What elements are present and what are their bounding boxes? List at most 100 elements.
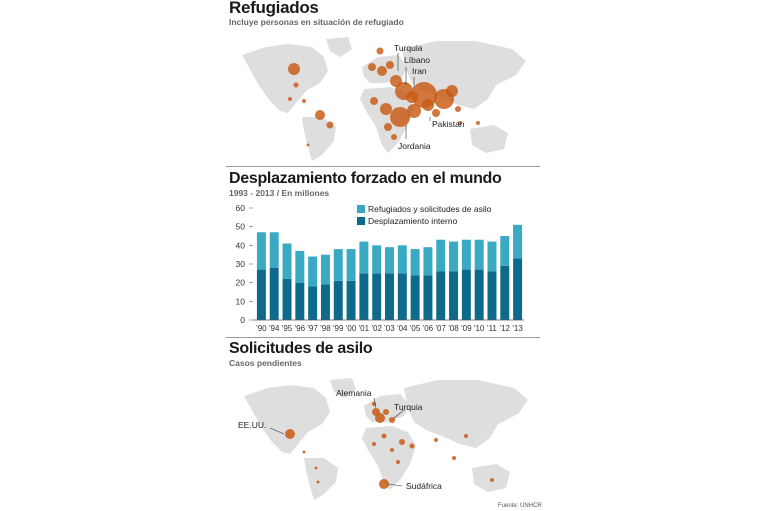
asylum-map-subtitle: Casos pendientes	[229, 358, 302, 368]
bar-internal-displacement	[397, 273, 407, 320]
asylum-bubble	[399, 439, 405, 445]
asylum-world-map: Alemania Turquia EE.UU. Sudáfrica	[238, 378, 528, 500]
bar-refugees-asylum	[269, 232, 279, 268]
bar-refugees-asylum	[333, 249, 343, 281]
x-tick-label: '95	[282, 324, 293, 333]
refugee-bubble	[391, 134, 397, 140]
bar-refugees-asylum	[436, 239, 446, 272]
landmass-north-america	[242, 44, 328, 113]
asylum-bubble	[372, 442, 376, 446]
asylum-bubble	[409, 443, 415, 449]
asylum-bubble	[381, 433, 387, 439]
y-tick-label: 50	[236, 222, 246, 232]
bar-internal-displacement	[295, 282, 305, 320]
refugee-label-jordania: Jordania	[398, 141, 431, 151]
legend: Refugiados y solicitudes de asilo Despla…	[357, 204, 492, 226]
landmass-greenland	[326, 37, 352, 57]
refugees-map-title: Refugiados	[229, 0, 319, 17]
bar-internal-displacement	[487, 271, 497, 320]
refugees-land	[242, 37, 526, 161]
y-axis: 0 10 20 30 40 50 60	[236, 203, 253, 325]
refugee-bubble	[370, 97, 378, 105]
refugee-bubble	[384, 123, 392, 131]
x-tick-label: '06	[423, 324, 434, 333]
bar-refugees-asylum	[449, 241, 459, 272]
refugees-map-subtitle: Incluye personas en situación de refugia…	[229, 17, 404, 27]
refugee-bubble	[432, 109, 440, 117]
x-tick-label: '07	[436, 324, 447, 333]
bar-refugees-asylum	[397, 245, 407, 274]
legend-swatch-internal	[357, 217, 365, 225]
source-note: Fuente: UNHCR	[498, 503, 542, 509]
refugees-world-map: Turquia Líbano Iran Pakistan Jordania	[242, 37, 526, 161]
x-tick-label: '90	[256, 324, 267, 333]
bar-internal-displacement	[372, 273, 382, 320]
refugee-bubble	[386, 61, 394, 69]
refugee-label-turquia: Turquia	[394, 43, 423, 53]
landmass-north-america	[244, 385, 330, 454]
x-axis: '90'94'95'96'97'98'99'00'01'02'03'04'05 '…	[253, 319, 524, 333]
legend-label-internal: Desplazamiento interno	[368, 216, 458, 226]
x-tick-label: '00	[346, 324, 357, 333]
bar-internal-displacement	[333, 280, 343, 320]
asylum-label-sudafrica: Sudáfrica	[406, 481, 442, 491]
asylum-land	[244, 378, 528, 500]
y-tick-label: 30	[236, 259, 246, 269]
asylum-bubble	[314, 466, 318, 470]
bar-internal-displacement	[513, 258, 523, 320]
bar-internal-displacement	[449, 271, 459, 320]
x-tick-label: '97	[307, 324, 318, 333]
landmass-australia	[470, 125, 508, 153]
refugee-bubble	[407, 104, 421, 118]
refugee-label-libano: Líbano	[404, 55, 430, 65]
refugee-bubble	[302, 99, 306, 103]
bar-internal-displacement	[308, 286, 318, 320]
legend-label-refugees: Refugiados y solicitudes de asilo	[368, 204, 492, 214]
y-tick-label: 10	[236, 296, 246, 306]
section-divider-2	[226, 337, 540, 338]
asylum-bubble	[285, 429, 295, 439]
refugee-bubble	[422, 99, 434, 111]
refugee-bubble	[315, 110, 325, 120]
refugee-leaders	[397, 53, 431, 139]
legend-swatch-refugees	[357, 205, 365, 213]
bar-refugees-asylum	[282, 243, 292, 279]
bar-refugees-asylum	[410, 249, 420, 276]
bar-refugees-asylum	[359, 241, 369, 274]
bar-refugees-asylum	[256, 232, 266, 270]
bar-internal-displacement	[282, 278, 292, 320]
asylum-bubble	[316, 480, 320, 484]
x-tick-label: '11	[487, 324, 497, 333]
x-tick-label: '99	[333, 324, 344, 333]
x-tick-label: '96	[295, 324, 306, 333]
refugee-bubble	[376, 47, 384, 55]
x-tick-label: '13	[512, 324, 523, 333]
asylum-bubble	[389, 417, 395, 423]
asylum-label-alemania: Alemania	[336, 388, 372, 398]
bar-refugees-asylum	[372, 245, 382, 274]
bar-internal-displacement	[474, 269, 484, 320]
landmass-greenland	[330, 378, 356, 398]
x-tick-label: '98	[320, 324, 331, 333]
asylum-label-turquia: Turquia	[394, 402, 423, 412]
chart-title: Desplazamiento forzado en el mundo	[229, 170, 502, 187]
asylum-bubbles	[285, 402, 494, 489]
bar-internal-displacement	[410, 275, 420, 320]
refugee-label-iran: Iran	[412, 66, 427, 76]
bar-refugees-asylum	[423, 247, 433, 276]
landmass-australia	[472, 464, 510, 492]
bar-refugees-asylum	[295, 250, 305, 283]
bars	[256, 224, 523, 320]
bar-internal-displacement	[436, 271, 446, 320]
asylum-bubble	[375, 413, 385, 423]
refugee-bubble	[390, 107, 410, 127]
asylum-label-eeuu: EE.UU.	[238, 420, 266, 430]
refugee-bubble	[293, 82, 299, 88]
landmass-south-america	[304, 458, 338, 500]
refugee-bubble	[455, 106, 461, 112]
x-tick-label: '01	[359, 324, 370, 333]
refugee-label-pakistan: Pakistan	[432, 119, 465, 129]
landmass-south-america	[302, 117, 336, 161]
refugee-bubble	[458, 121, 462, 125]
asylum-bubble	[390, 448, 394, 452]
